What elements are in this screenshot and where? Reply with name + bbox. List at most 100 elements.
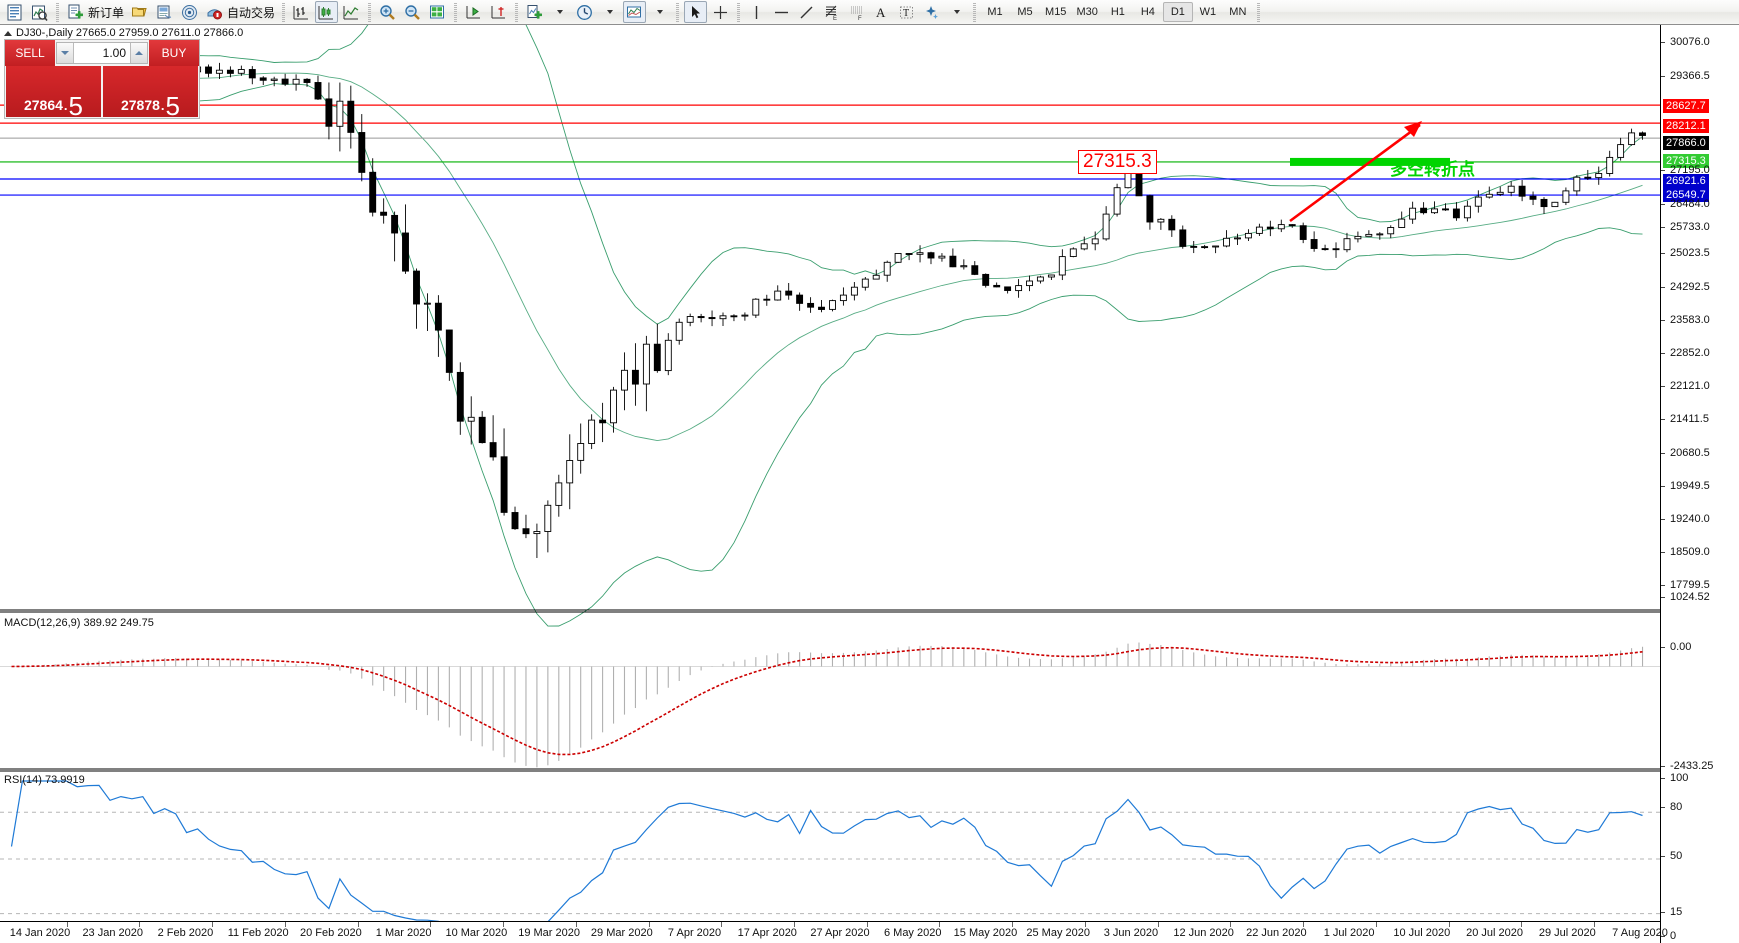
timeframe-h1[interactable]: H1 [1110,6,1125,18]
period-dropdown-caret[interactable] [598,1,621,23]
date-axis-separator [503,922,505,927]
date-axis-tick: 29 Mar 2020 [590,927,653,939]
shapes-icon[interactable] [920,1,943,23]
price-axis-pill: 28627.7 [1663,99,1709,113]
buy-price-fraction: 5 [165,91,181,121]
toolbar-separator-2 [280,2,287,22]
date-axis-tick: 15 May 2020 [953,927,1018,939]
buy-button[interactable]: 27878 . 5 [103,66,198,121]
objects-dropdown-caret[interactable] [648,1,671,23]
date-axis-tick: 7 Apr 2020 [667,927,722,939]
volume-increase-button[interactable] [130,43,147,63]
cursor-icon[interactable] [684,1,708,23]
sell-button[interactable]: 27864 . 5 [6,66,101,119]
market-watch-icon[interactable] [28,1,51,23]
period-icon[interactable] [573,1,596,23]
price-axis-tick: 17799.5 [1661,579,1710,591]
date-axis-separator [1594,922,1595,927]
collapse-triangle-icon[interactable] [4,30,12,36]
timeframe-m15[interactable]: M15 [1045,6,1067,18]
date-axis-separator [430,922,432,927]
timeframe-m5[interactable]: M5 [1017,6,1033,18]
timeframe-m30[interactable]: M30 [1076,6,1098,18]
label-icon[interactable]: T [895,1,918,23]
one-click-trading-panel[interactable]: SELL 1.00 BUY 27864 . 5 27878 . 5 [4,39,200,119]
buy-label[interactable]: BUY [149,40,199,66]
volume-value[interactable]: 1.00 [102,46,126,60]
toolbar-separator-9 [1255,2,1262,22]
chart-canvas [0,25,1660,936]
date-axis[interactable]: 14 Jan 2020 23 Jan 2020 2 Feb 2020 11 Feb 2… [0,921,1668,943]
toolbar-separator-7 [735,2,742,22]
svg-text:T: T [903,8,909,19]
date-axis-tick: 7 Aug 2020 [1612,927,1668,939]
date-axis-tick: 20 Jul 2020 [1466,927,1523,939]
date-axis-separator [1012,922,1014,927]
macd-axis-tick: 1024.52 [1661,591,1710,603]
signals-icon[interactable] [178,1,201,23]
new-order-label[interactable]: 新订单 [88,5,125,20]
price-axis-tick: 22121.0 [1661,380,1710,392]
price-axis-tick: 22852.0 [1661,347,1710,359]
terminal-icon[interactable] [3,1,26,23]
date-axis-tick: 25 May 2020 [1026,927,1090,939]
volume-decrease-button[interactable] [57,43,74,63]
macd-label[interactable]: MACD(12,26,9) 389.92 249.75 [4,617,154,629]
date-axis-separator [284,922,286,927]
date-axis-separator [1303,922,1305,927]
autotrading-icon[interactable] [203,1,226,23]
autotrading-label[interactable]: 自动交易 [227,5,276,20]
date-axis-tick: 3 Jun 2020 [1103,927,1159,939]
price-axis-tick: 25733.0 [1661,221,1710,233]
price-axis-tick: 19949.5 [1661,480,1710,492]
candle-chart-icon[interactable] [315,1,339,23]
channel-icon[interactable]: F [845,1,868,23]
toolbar-separator-3 [366,2,373,22]
toolbar-separator-8 [971,2,978,22]
tile-windows-icon[interactable] [426,1,449,23]
date-axis-tick: 19 Mar 2020 [518,927,580,939]
date-axis-separator [66,922,68,927]
oct-top-row: SELL 1.00 BUY [5,40,199,66]
text-icon[interactable]: A [870,1,893,23]
bar-chart-icon[interactable] [290,1,313,23]
chart-window[interactable]: DJ30-,Daily 27665.0 27959.0 27611.0 2786… [0,25,1739,943]
auto-scroll-icon[interactable] [487,1,510,23]
hline-icon[interactable] [770,1,793,23]
timeframe-m1[interactable]: M1 [987,6,1003,18]
chart-plot-area[interactable]: DJ30-,Daily 27665.0 27959.0 27611.0 2786… [0,25,1660,943]
price-axis-tick: 24292.5 [1661,281,1710,293]
timeframe-mn[interactable]: MN [1229,6,1247,18]
rsi-label[interactable]: RSI(14) 73.9919 [4,774,85,786]
price-axis[interactable]: 30076.0 29366.5 28627.7 28212.1 27866.0 27315… [1660,25,1739,943]
crosshair-icon[interactable] [709,1,732,23]
shapes-dropdown-caret[interactable] [945,1,968,23]
volume-stepper[interactable]: 1.00 [56,42,148,64]
sell-label[interactable]: SELL [5,40,55,66]
timeframe-d1[interactable]: D1 [1162,2,1193,22]
fibonacci-icon[interactable]: E [820,1,843,23]
chart-shift-icon[interactable] [462,1,485,23]
timeframe-w1[interactable]: W1 [1199,6,1217,18]
templates-icon[interactable] [153,1,176,23]
price-annotation-box[interactable]: 27315.3 [1078,150,1157,174]
timeframe-h4[interactable]: H4 [1140,6,1155,18]
objects-icon[interactable] [623,1,647,23]
vline-icon[interactable] [745,1,768,23]
toolbar-separator-5 [513,2,520,22]
indicators-dropdown-caret[interactable] [548,1,571,23]
indicators-icon[interactable] [523,1,546,23]
date-axis-separator [1375,922,1377,927]
date-axis-separator [721,922,723,927]
zoom-in-icon[interactable] [376,1,399,23]
date-axis-tick: 1 Mar 2020 [375,927,432,939]
toolbar-separator [54,2,61,22]
date-axis-tick: 1 Jul 2020 [1323,927,1375,939]
trendline-icon[interactable] [795,1,818,23]
folder-icon[interactable] [128,1,151,23]
price-axis-tick: 26484.0 [1661,198,1710,210]
new-order-icon[interactable] [64,1,87,23]
zoom-out-icon[interactable] [401,1,424,23]
turning-point-annotation[interactable]: 多空转折点 [1390,160,1475,180]
line-chart-icon[interactable] [340,1,363,23]
